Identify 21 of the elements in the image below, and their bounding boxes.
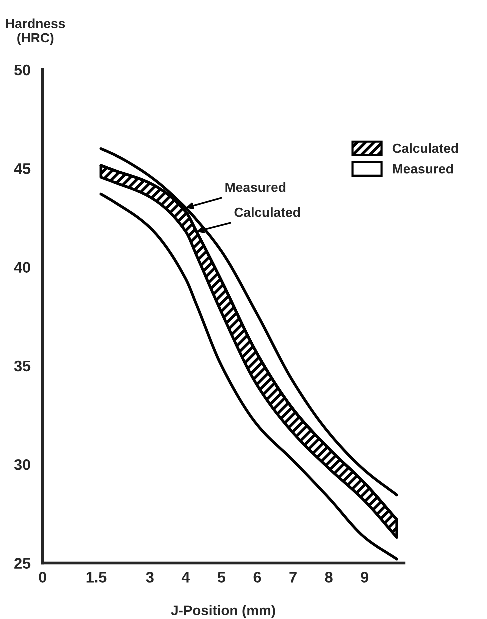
x-tick-label: 6 — [254, 572, 262, 583]
y-axis-title: Hardness (HRC) — [6, 18, 66, 46]
x-tick-label: 3 — [146, 572, 154, 583]
x-tick-label: 7 — [290, 572, 297, 583]
x-tick-label: 4 — [182, 572, 190, 583]
legend-label: Calculated — [392, 144, 458, 154]
legend-label: Measured — [393, 164, 454, 174]
annotation: Measured — [226, 182, 286, 192]
x-tick-label: 9 — [361, 572, 369, 583]
x-tick-label: 5 — [218, 572, 226, 583]
y-tick-label: 50 — [14, 64, 30, 76]
y-tick-label: 45 — [14, 164, 31, 174]
x-axis-title: J-Position (mm) — [171, 605, 276, 618]
y-tick-label: 35 — [14, 360, 31, 372]
x-tick-label: 0 — [39, 572, 46, 583]
annotation: Calculated — [234, 208, 300, 218]
y-tick-label: 25 — [14, 558, 31, 569]
x-tick-label: 1.5 — [86, 572, 107, 583]
y-tick-label: 30 — [14, 459, 30, 470]
y-tick-label: 40 — [14, 262, 30, 273]
x-tick-label: 8 — [325, 572, 333, 583]
